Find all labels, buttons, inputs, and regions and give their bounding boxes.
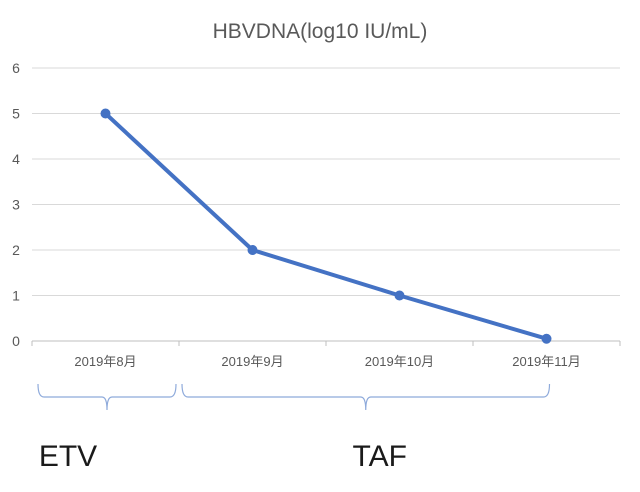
phase-label: TAF [353,440,407,473]
plot-area [100,108,552,344]
phase-annotations: ETV TAF [37,383,551,473]
data-point [247,245,258,255]
chart-title: HBVDNA(log10 IU/mL) [213,20,428,43]
y-axis: 0 1 2 3 4 5 6 [12,60,20,349]
data-point [394,290,405,301]
x-tick-label: 2019年11月 [512,354,580,369]
series-line [103,111,549,341]
y-tick-label: 1 [12,288,20,304]
x-tick-label: 2019年8月 [74,354,136,369]
phase-label: ETV [39,440,97,473]
y-tick-label: 5 [12,106,20,122]
y-tick-label: 2 [12,242,20,258]
x-tick-label: 2019年10月 [365,354,434,369]
y-tick-label: 0 [12,333,20,349]
gridlines [32,67,620,296]
y-tick-label: 6 [12,60,20,76]
data-point [541,333,552,344]
x-axis: 2019年8月 2019年9月 2019年10月 2019年11月 [31,340,621,369]
y-tick-label: 3 [12,197,20,213]
x-tick-label: 2019年9月 [221,354,283,369]
y-tick-label: 4 [12,151,20,167]
phase-brace [181,383,551,411]
phase-brace [37,383,177,411]
data-point [100,108,111,119]
